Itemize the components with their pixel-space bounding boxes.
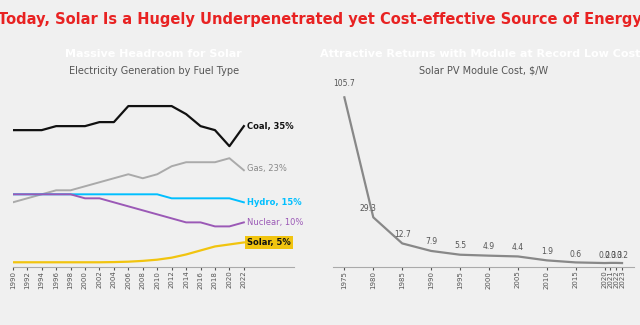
Text: 0.2: 0.2 — [598, 251, 611, 260]
Text: Today, Solar Is a Hugely Underpenetrated yet Cost-effective Source of Energy: Today, Solar Is a Hugely Underpenetrated… — [0, 12, 640, 27]
Text: 0.6: 0.6 — [570, 250, 582, 259]
Title: Electricity Generation by Fuel Type: Electricity Generation by Fuel Type — [68, 66, 239, 76]
Text: 4.9: 4.9 — [483, 242, 495, 251]
Text: Coal, 35%: Coal, 35% — [248, 122, 294, 131]
Text: 105.7: 105.7 — [333, 79, 355, 88]
Text: 4.4: 4.4 — [512, 243, 524, 252]
Text: 7.9: 7.9 — [425, 237, 437, 246]
Text: 29.3: 29.3 — [359, 204, 376, 213]
Text: 0.2: 0.2 — [616, 251, 628, 260]
Text: 0.3: 0.3 — [604, 251, 616, 260]
Text: Massive Headroom for Solar: Massive Headroom for Solar — [65, 49, 242, 58]
Title: Solar PV Module Cost, $/W: Solar PV Module Cost, $/W — [419, 66, 548, 76]
Text: Attractive Returns with Module at Record Low Cost: Attractive Returns with Module at Record… — [320, 49, 640, 58]
Text: 12.7: 12.7 — [394, 230, 411, 239]
Text: 5.5: 5.5 — [454, 241, 466, 250]
Text: Nuclear, 10%: Nuclear, 10% — [248, 218, 304, 227]
Text: Hydro, 15%: Hydro, 15% — [248, 198, 302, 207]
Text: 1.9: 1.9 — [541, 247, 553, 256]
Text: Gas, 23%: Gas, 23% — [248, 164, 287, 173]
Text: Solar, 5%: Solar, 5% — [248, 238, 291, 247]
Text: 0.3: 0.3 — [610, 251, 622, 260]
